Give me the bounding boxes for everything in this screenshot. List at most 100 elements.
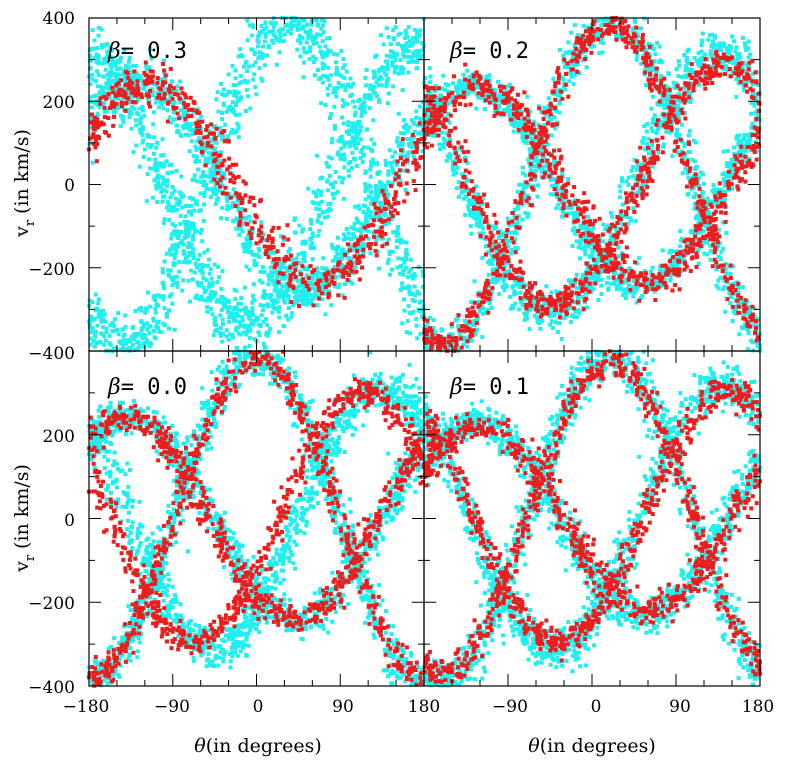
data-point xyxy=(353,137,358,142)
data-point xyxy=(693,192,698,197)
data-point xyxy=(454,85,458,90)
data-point xyxy=(474,328,479,332)
data-point xyxy=(520,182,525,187)
data-point xyxy=(221,87,226,92)
data-point xyxy=(405,34,410,39)
data-point xyxy=(503,87,508,92)
data-point xyxy=(89,115,94,120)
data-point xyxy=(191,196,196,201)
data-point xyxy=(407,310,412,315)
data-point xyxy=(185,123,190,128)
data-point xyxy=(240,54,245,59)
data-point xyxy=(552,114,557,119)
data-point xyxy=(270,240,275,245)
data-point xyxy=(687,128,692,133)
data-point xyxy=(145,338,150,343)
data-point xyxy=(328,49,333,54)
data-point xyxy=(278,288,283,293)
data-point xyxy=(169,236,174,241)
data-point xyxy=(409,135,414,140)
data-point xyxy=(208,131,212,136)
data-point xyxy=(358,226,363,231)
data-point xyxy=(329,303,334,308)
data-point xyxy=(368,83,373,88)
data-point xyxy=(187,259,192,264)
data-point xyxy=(686,133,691,138)
data-point xyxy=(286,317,291,322)
data-point xyxy=(242,285,247,290)
data-point xyxy=(361,145,366,150)
data-point xyxy=(354,131,359,136)
data-point xyxy=(730,319,735,323)
data-point xyxy=(183,123,188,128)
data-point xyxy=(208,292,213,297)
data-point xyxy=(356,141,361,146)
data-point xyxy=(101,57,106,62)
data-point xyxy=(256,56,261,61)
data-point xyxy=(153,163,158,168)
data-point xyxy=(277,295,281,300)
data-point xyxy=(189,212,194,217)
data-point xyxy=(240,315,245,320)
data-point xyxy=(245,79,250,84)
data-point xyxy=(507,223,512,228)
data-point xyxy=(465,344,470,349)
data-point xyxy=(350,166,354,171)
data-point xyxy=(254,92,259,97)
data-point xyxy=(294,295,299,300)
data-point xyxy=(151,166,156,171)
data-point xyxy=(168,268,173,273)
data-point xyxy=(384,79,389,84)
data-point xyxy=(711,40,716,44)
data-point xyxy=(314,287,319,291)
data-point xyxy=(243,208,248,213)
data-point xyxy=(205,135,210,140)
data-point xyxy=(340,180,345,185)
data-point xyxy=(208,298,213,303)
data-point xyxy=(202,135,207,140)
data-point xyxy=(169,275,174,280)
data-point xyxy=(272,24,277,29)
data-point xyxy=(328,116,332,120)
data-point xyxy=(296,298,301,303)
data-point xyxy=(256,34,261,39)
data-point xyxy=(417,50,422,55)
data-point xyxy=(204,186,209,191)
data-point xyxy=(213,136,218,141)
data-point xyxy=(362,93,367,98)
data-point xyxy=(168,94,173,99)
data-point xyxy=(646,41,651,46)
data-point xyxy=(404,248,409,253)
data-point xyxy=(137,74,142,78)
data-point xyxy=(739,325,744,330)
data-point xyxy=(335,152,340,157)
data-point xyxy=(406,70,411,75)
data-point xyxy=(579,246,584,251)
data-point xyxy=(108,45,113,50)
data-point xyxy=(145,321,150,326)
data-point xyxy=(347,174,352,178)
data-point xyxy=(609,263,614,268)
data-point xyxy=(103,130,107,134)
data-point xyxy=(236,54,241,59)
data-point xyxy=(274,286,279,291)
data-point xyxy=(94,341,99,345)
data-point xyxy=(155,76,160,80)
data-point xyxy=(693,237,698,242)
data-point xyxy=(407,143,412,148)
data-point xyxy=(291,271,296,276)
data-point xyxy=(521,138,526,143)
data-point xyxy=(145,172,150,177)
data-point xyxy=(200,267,205,272)
data-point xyxy=(576,245,581,250)
data-point xyxy=(92,344,97,349)
data-point xyxy=(384,84,389,89)
data-point xyxy=(326,92,330,97)
data-point xyxy=(326,283,331,288)
data-point xyxy=(209,151,214,156)
data-point xyxy=(93,145,98,150)
data-point xyxy=(251,322,256,327)
data-point xyxy=(380,188,385,193)
data-point xyxy=(364,83,368,88)
data-point xyxy=(160,175,165,180)
